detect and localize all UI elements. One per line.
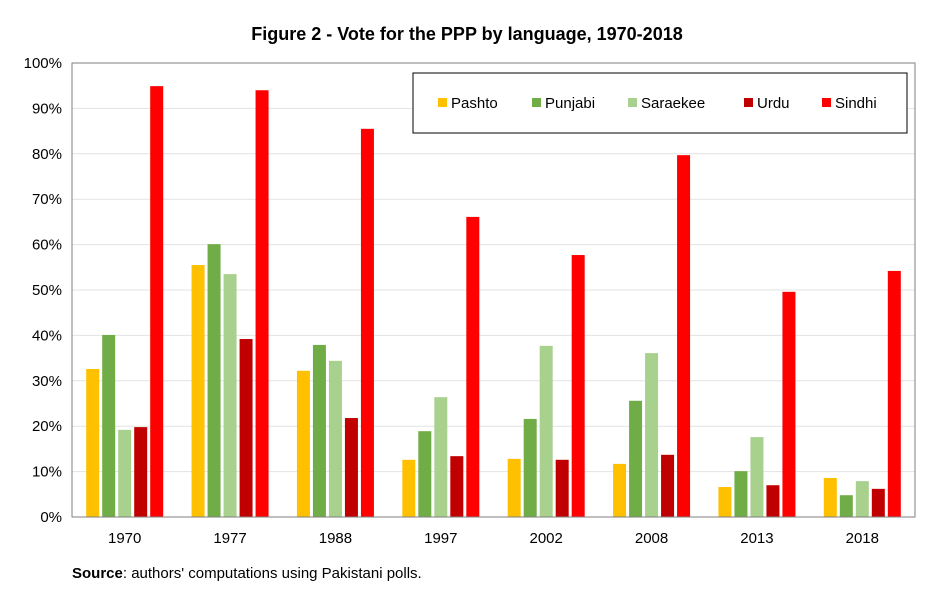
- y-tick-label: 40%: [32, 327, 62, 344]
- y-tick-label: 70%: [32, 191, 62, 208]
- legend-swatch-saraekee: [628, 98, 637, 107]
- bar-urdu-2008: [661, 454, 675, 517]
- legend-swatch-pashto: [438, 98, 447, 107]
- bar-pashto-2018: [823, 477, 837, 517]
- chart-title: Figure 2 - Vote for the PPP by language,…: [251, 24, 682, 44]
- x-tick-label: 1988: [319, 530, 352, 547]
- bar-saraekee-2013: [750, 437, 764, 517]
- bar-sindhi-2018: [887, 270, 901, 517]
- y-tick-label: 60%: [32, 237, 62, 254]
- legend-label-urdu: Urdu: [757, 95, 790, 112]
- bar-urdu-2018: [871, 488, 885, 517]
- y-tick-label: 20%: [32, 418, 62, 435]
- y-tick-label: 100%: [24, 55, 62, 72]
- y-tick-label: 30%: [32, 373, 62, 390]
- bar-urdu-2002: [555, 459, 569, 517]
- y-tick-label: 0%: [40, 509, 62, 526]
- x-tick-label: 1977: [213, 530, 246, 547]
- bar-saraekee-2002: [539, 345, 553, 517]
- source-text: : authors' computations using Pakistani …: [122, 565, 422, 582]
- bar-punjabi-1977: [207, 244, 221, 517]
- bar-sindhi-1988: [360, 128, 374, 517]
- bar-punjabi-2013: [734, 471, 748, 517]
- bar-saraekee-2008: [645, 353, 659, 517]
- bar-sindhi-1970: [150, 86, 164, 518]
- plot-border: [71, 62, 916, 518]
- x-tick-label: 2018: [846, 530, 879, 547]
- legend-swatch-sindhi: [822, 98, 831, 107]
- x-tick-label: 1997: [424, 530, 457, 547]
- bar-sindhi-1997: [466, 216, 480, 517]
- y-tick-label: 80%: [32, 146, 62, 163]
- bar-pashto-1970: [86, 368, 100, 517]
- bar-urdu-1977: [239, 339, 253, 517]
- bar-saraekee-1977: [223, 274, 237, 517]
- legend-label-punjabi: Punjabi: [545, 95, 595, 112]
- bar-pashto-1997: [402, 459, 416, 517]
- bar-pashto-1988: [296, 370, 310, 517]
- bar-pashto-1977: [191, 265, 205, 517]
- x-tick-label: 2013: [740, 530, 773, 547]
- source-note: Source: authors' computations using Paki…: [72, 565, 422, 582]
- bar-punjabi-1997: [418, 431, 432, 517]
- bar-punjabi-2008: [629, 400, 643, 517]
- bar-saraekee-1988: [328, 360, 342, 517]
- bar-sindhi-2013: [782, 291, 796, 517]
- legend-label-pashto: Pashto: [451, 95, 498, 112]
- x-tick-label: 2002: [530, 530, 563, 547]
- bar-punjabi-1988: [312, 344, 326, 517]
- bar-pashto-2002: [507, 458, 521, 517]
- legend-swatch-urdu: [744, 98, 753, 107]
- x-tick-label: 2008: [635, 530, 668, 547]
- x-tick-label: 1970: [108, 530, 141, 547]
- bar-sindhi-2008: [677, 155, 691, 518]
- bar-urdu-1988: [344, 418, 358, 517]
- bar-saraekee-1997: [434, 397, 448, 517]
- legend-label-sindhi: Sindhi: [835, 95, 877, 112]
- bar-punjabi-2002: [523, 418, 537, 517]
- bar-urdu-1997: [450, 456, 464, 517]
- bar-pashto-2008: [613, 463, 627, 517]
- bar-punjabi-1970: [102, 334, 116, 517]
- bar-sindhi-2002: [571, 255, 585, 518]
- legend-swatch-punjabi: [532, 98, 541, 107]
- legend: Pashto Punjabi Saraekee Urdu Sindhi: [412, 72, 908, 134]
- y-tick-label: 10%: [32, 464, 62, 481]
- legend-label-saraekee: Saraekee: [641, 95, 705, 112]
- y-tick-label: 50%: [32, 282, 62, 299]
- source-label: Source: [72, 565, 123, 582]
- bar-urdu-2013: [766, 485, 780, 517]
- bar-sindhi-1977: [255, 90, 269, 518]
- y-tick-label: 90%: [32, 100, 62, 117]
- bar-pashto-2013: [718, 487, 732, 517]
- bar-saraekee-2018: [855, 481, 869, 517]
- bar-punjabi-2018: [839, 495, 853, 517]
- bar-urdu-1970: [134, 427, 148, 517]
- bar-saraekee-1970: [118, 429, 132, 517]
